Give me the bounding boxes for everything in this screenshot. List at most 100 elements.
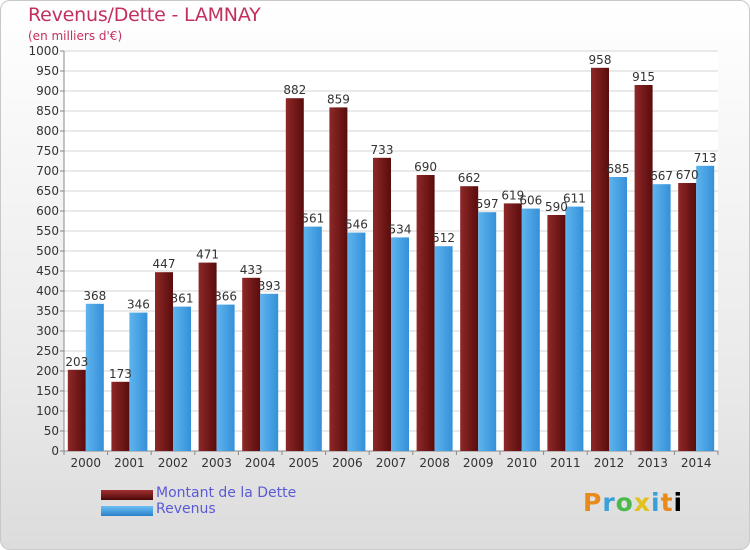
data-label-debt: 471	[196, 248, 219, 262]
bar-revenue	[391, 237, 409, 451]
data-label-debt: 173	[109, 367, 132, 381]
bar-debt	[373, 157, 391, 452]
bar-debt	[155, 272, 173, 451]
bar-revenue	[478, 212, 497, 451]
data-label-revenue: 393	[258, 279, 281, 293]
data-label-debt: 733	[371, 143, 394, 157]
x-tick-label: 2004	[245, 456, 276, 470]
y-tick-label: 600	[36, 204, 59, 218]
bar-revenue	[85, 303, 104, 451]
data-label-debt: 882	[283, 83, 306, 97]
y-tick-label: 0	[51, 444, 59, 458]
x-tick-label: 2006	[332, 456, 363, 470]
bar-revenue	[652, 184, 671, 451]
bar-debt	[329, 107, 348, 452]
x-tick-label: 2001	[114, 456, 145, 470]
x-tick-label: 2007	[376, 456, 407, 470]
bar-revenue	[347, 232, 366, 451]
x-tick-label: 2012	[594, 456, 625, 470]
data-label-debt: 690	[414, 160, 437, 174]
chart-subtitle: (en milliers d'€)	[28, 29, 123, 43]
x-tick-label: 2008	[419, 456, 450, 470]
bar-debt	[67, 369, 86, 451]
data-label-debt: 447	[153, 257, 176, 271]
bar-debt	[460, 186, 479, 451]
data-label-revenue: 597	[476, 197, 499, 211]
data-label-revenue: 534	[389, 222, 412, 236]
data-label-debt: 203	[65, 355, 88, 369]
bar-debt	[111, 381, 130, 451]
legend-label-debt: Montant de la Dette	[156, 485, 297, 501]
bar-debt	[285, 98, 304, 451]
x-tick-label: 2011	[550, 456, 581, 470]
bar-debt	[198, 262, 217, 451]
bar-debt	[634, 85, 653, 451]
data-label-revenue: 346	[127, 298, 150, 312]
bar-debt	[416, 175, 435, 451]
bar-revenue	[609, 177, 627, 451]
chart-title: Revenus/Dette - LAMNAY	[28, 4, 261, 26]
y-tick-label: 300	[36, 324, 59, 338]
x-tick-label: 2014	[681, 456, 712, 470]
y-tick-label: 900	[36, 84, 59, 98]
y-tick-label: 150	[36, 384, 59, 398]
y-tick-label: 750	[36, 144, 59, 158]
data-label-debt: 915	[632, 70, 655, 84]
bar-revenue	[434, 246, 453, 451]
bar-revenue	[521, 208, 540, 451]
x-tick-label: 2009	[463, 456, 494, 470]
data-label-revenue: 561	[301, 212, 324, 226]
y-tick-label: 700	[36, 164, 59, 178]
bar-revenue	[260, 293, 279, 451]
data-label-revenue: 606	[519, 194, 542, 208]
y-tick-label: 500	[36, 244, 59, 258]
data-label-debt: 670	[676, 168, 699, 182]
bar-revenue	[565, 206, 584, 451]
x-tick-label: 2003	[201, 456, 232, 470]
x-tick-label: 2005	[289, 456, 320, 470]
data-label-revenue: 611	[563, 192, 586, 206]
bar-debt	[591, 67, 609, 452]
data-label-debt: 662	[458, 171, 481, 185]
x-tick-label: 2013	[637, 456, 668, 470]
data-label-revenue: 368	[83, 289, 106, 303]
data-label-revenue: 667	[650, 169, 673, 183]
y-tick-label: 650	[36, 184, 59, 198]
legend-label-revenue: Revenus	[156, 501, 216, 517]
data-label-revenue: 366	[214, 290, 237, 304]
bar-revenue	[696, 165, 715, 452]
data-label-debt: 619	[501, 188, 524, 202]
y-tick-label: 850	[36, 104, 59, 118]
bar-revenue	[173, 306, 191, 451]
y-tick-label: 400	[36, 284, 59, 298]
y-tick-label: 550	[36, 224, 59, 238]
bar-debt	[503, 203, 522, 451]
bar-debt	[547, 215, 566, 451]
data-label-revenue: 361	[171, 292, 194, 306]
data-label-debt: 859	[327, 92, 350, 106]
data-label-revenue: 512	[432, 231, 455, 245]
proxiti-logo: Proxiti	[583, 488, 684, 517]
bar-revenue	[303, 226, 322, 451]
data-label-revenue: 546	[345, 218, 368, 232]
y-tick-label: 1000	[28, 44, 59, 58]
y-tick-label: 100	[36, 404, 59, 418]
y-tick-label: 800	[36, 124, 59, 138]
y-tick-label: 450	[36, 264, 59, 278]
data-label-revenue: 713	[694, 151, 717, 165]
y-tick-label: 950	[36, 64, 59, 78]
y-tick-label: 200	[36, 364, 59, 378]
x-tick-label: 2010	[507, 456, 538, 470]
y-tick-label: 350	[36, 304, 59, 318]
data-label-revenue: 685	[607, 162, 630, 176]
data-label-debt: 590	[545, 200, 568, 214]
bar-debt	[678, 183, 697, 451]
x-tick-label: 2002	[158, 456, 189, 470]
y-tick-label: 250	[36, 344, 59, 358]
legend-swatch-debt	[101, 490, 153, 500]
x-tick-label: 2000	[71, 456, 102, 470]
bar-revenue	[129, 312, 148, 451]
data-label-debt: 433	[240, 263, 263, 277]
